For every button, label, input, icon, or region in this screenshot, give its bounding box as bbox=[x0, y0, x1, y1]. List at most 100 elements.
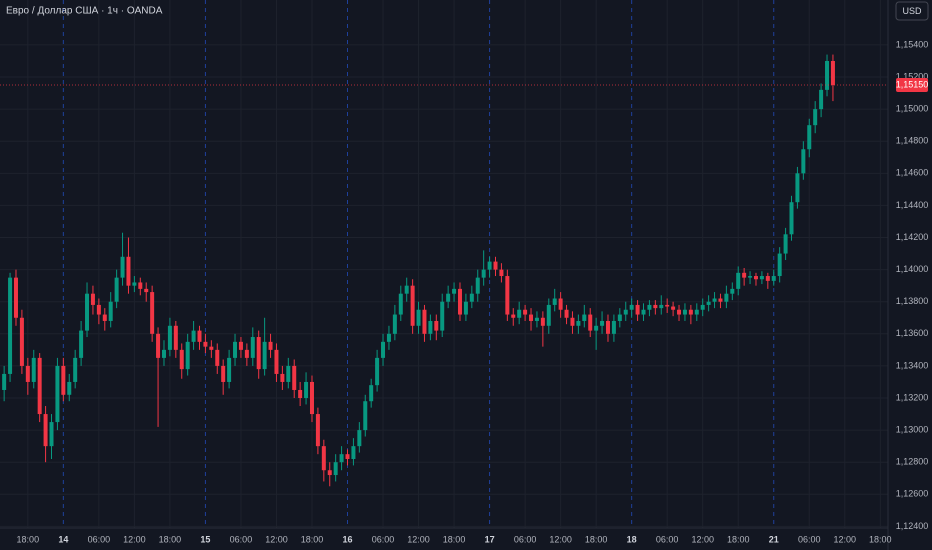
candle-body bbox=[428, 320, 433, 334]
candle-body bbox=[789, 202, 794, 235]
candle-body bbox=[529, 314, 534, 321]
x-tick-label: 06:00 bbox=[88, 534, 111, 544]
candle-body bbox=[830, 60, 835, 86]
candle-body bbox=[256, 337, 261, 370]
candle-body bbox=[357, 430, 362, 447]
candle-body bbox=[457, 288, 462, 315]
x-tick-label: 18:00 bbox=[443, 534, 466, 544]
currency-label[interactable]: USD bbox=[902, 6, 922, 16]
candle-body bbox=[753, 276, 758, 280]
y-tick-label: 1,13200 bbox=[896, 392, 929, 402]
candle-body bbox=[665, 304, 670, 307]
currency-button[interactable] bbox=[895, 1, 929, 21]
candle-body bbox=[422, 309, 427, 334]
candle-body bbox=[611, 320, 616, 334]
candle-body bbox=[90, 293, 95, 305]
candle-body bbox=[298, 389, 303, 399]
x-tick-label: 12:00 bbox=[691, 534, 714, 544]
candle-body bbox=[197, 330, 202, 342]
candle-body bbox=[777, 253, 782, 277]
candle-body bbox=[724, 293, 729, 302]
x-tick-label: 12:00 bbox=[123, 534, 146, 544]
x-tick-label: 18:00 bbox=[585, 534, 608, 544]
candle-body bbox=[114, 277, 119, 302]
candle-body bbox=[783, 234, 788, 254]
candle-body bbox=[262, 341, 267, 370]
candle-body bbox=[463, 301, 468, 315]
candle-body bbox=[108, 301, 113, 321]
y-tick-label: 1,14000 bbox=[896, 264, 929, 274]
candle-body bbox=[227, 357, 232, 382]
candle-body bbox=[416, 309, 421, 326]
candle-body bbox=[31, 357, 36, 382]
candle-body bbox=[345, 454, 350, 459]
candle-body bbox=[369, 385, 374, 402]
candle-body bbox=[505, 276, 510, 315]
last-price-label: 1,15150 bbox=[896, 79, 929, 89]
candle-body bbox=[96, 304, 101, 315]
x-tick-label: 18 bbox=[627, 534, 637, 544]
candle-body bbox=[73, 357, 78, 382]
candle-body bbox=[517, 309, 522, 318]
candle-body bbox=[280, 373, 285, 382]
x-tick-label: 12:00 bbox=[549, 534, 572, 544]
candle-body bbox=[694, 309, 699, 315]
x-tick-label: 16 bbox=[342, 534, 352, 544]
candle-body bbox=[167, 325, 172, 350]
candle-body bbox=[321, 446, 326, 471]
candle-body bbox=[126, 256, 131, 286]
candle-body bbox=[375, 357, 380, 386]
candle-body bbox=[304, 381, 309, 399]
x-tick-label: 14 bbox=[58, 534, 68, 544]
candle-body bbox=[440, 301, 445, 331]
candle-body bbox=[706, 301, 711, 305]
candle-body bbox=[712, 298, 717, 302]
y-tick-label: 1,12400 bbox=[896, 521, 929, 531]
candle-body bbox=[203, 341, 208, 347]
candle-body bbox=[233, 341, 238, 358]
candle-body bbox=[55, 365, 60, 423]
y-tick-label: 1,13000 bbox=[896, 424, 929, 434]
x-tick-label: 06:00 bbox=[230, 534, 253, 544]
candle-body bbox=[150, 292, 155, 334]
candle-body bbox=[605, 320, 610, 334]
candle-body bbox=[641, 309, 646, 315]
candle-body bbox=[748, 276, 753, 278]
candle-body bbox=[315, 414, 320, 447]
candle-body bbox=[600, 320, 605, 326]
candle-body bbox=[37, 357, 42, 415]
candle-body bbox=[540, 317, 545, 326]
candle-body bbox=[173, 325, 178, 350]
candle-body bbox=[718, 298, 723, 302]
candle-body bbox=[8, 277, 13, 374]
candle-body bbox=[730, 288, 735, 294]
candle-body bbox=[659, 304, 664, 309]
candle-body bbox=[61, 365, 66, 395]
candle-body bbox=[700, 304, 705, 310]
candle-body bbox=[481, 269, 486, 278]
candle-body bbox=[469, 293, 474, 302]
last-price-badge bbox=[896, 78, 928, 93]
candle-body bbox=[404, 285, 409, 294]
candle-body bbox=[795, 173, 800, 203]
y-tick-label: 1,14800 bbox=[896, 136, 929, 146]
candle-body bbox=[570, 317, 575, 326]
candle-body bbox=[179, 349, 184, 370]
x-tick-label: 12:00 bbox=[834, 534, 857, 544]
candle-body bbox=[286, 365, 291, 382]
y-tick-label: 1,14400 bbox=[896, 200, 929, 210]
candle-body bbox=[452, 288, 457, 294]
y-tick-label: 1,15200 bbox=[896, 71, 929, 81]
candle-body bbox=[801, 149, 806, 174]
candle-body bbox=[629, 304, 634, 310]
candles bbox=[0, 54, 888, 487]
chart-title: Евро / Доллар США · 1ч · OANDA bbox=[6, 6, 163, 17]
candle-body bbox=[327, 470, 332, 476]
candle-body bbox=[398, 293, 403, 315]
candle-body bbox=[576, 320, 581, 326]
candle-body bbox=[677, 309, 682, 315]
x-tick-label: 18:00 bbox=[869, 534, 892, 544]
grid bbox=[0, 0, 888, 528]
